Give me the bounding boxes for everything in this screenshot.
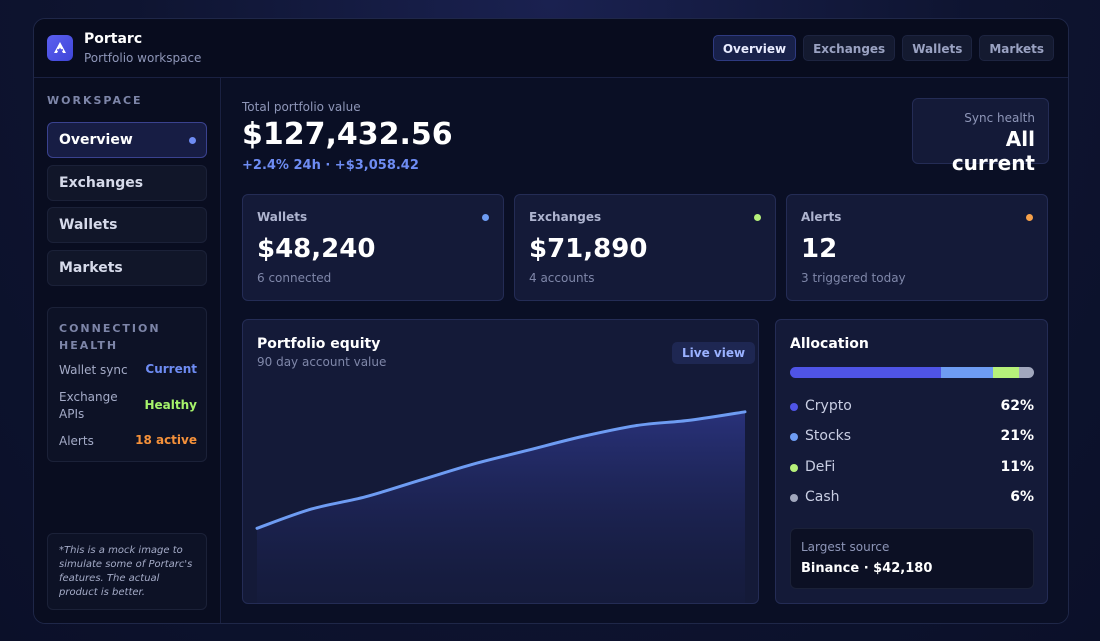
allocation-segment-stocks: [941, 367, 993, 378]
largest-source-value: Binance · $42,180: [801, 561, 933, 576]
tab-overview[interactable]: Overview: [712, 35, 797, 61]
allocation-percent: 11%: [1000, 459, 1034, 475]
allocation-row-crypto: Crypto 62%: [790, 397, 1034, 417]
app-window: Portarc Portfolio workspace Overview Exc…: [33, 18, 1069, 624]
sync-health-card: Sync health All current: [912, 98, 1049, 175]
legend-swatch: [790, 433, 798, 441]
total-value-change: +2.4% 24h · +$3,058.42: [242, 158, 419, 173]
allocation-row-defi: DeFi 11%: [790, 458, 1034, 478]
tab-markets[interactable]: Markets: [979, 35, 1054, 61]
status-dot: [754, 214, 761, 221]
sidebar-item-markets[interactable]: Markets: [47, 250, 207, 286]
connection-row-wallet-sync: Wallet sync Current: [59, 362, 197, 379]
portarc-logo-icon: [47, 35, 73, 61]
sidebar-item-exchanges[interactable]: Exchanges: [47, 165, 207, 201]
largest-source-card: Largest source Binance · $42,180: [790, 528, 1034, 589]
connection-row-value: Healthy: [144, 398, 198, 412]
sidebar-item-overview[interactable]: Overview: [47, 122, 207, 158]
sync-health-value: All current: [951, 127, 1035, 175]
allocation-bar: [790, 367, 1034, 378]
equity-line: [255, 410, 747, 530]
status-dot: [1026, 214, 1033, 221]
sync-health-label: Sync health: [964, 111, 1035, 125]
wallets-card[interactable]: Wallets $48,240 6 connected: [242, 194, 504, 301]
sidebar-item-label: Wallets: [59, 217, 118, 233]
connection-row-alerts: Alerts 18 active: [59, 433, 197, 450]
allocation-row-cash: Cash 6%: [790, 488, 1034, 508]
mock-disclaimer-note: *This is a mock image to simulate some o…: [47, 533, 207, 610]
connection-row-value: Current: [145, 362, 197, 376]
chart-title: Portfolio equity: [257, 336, 381, 352]
sidebar-item-wallets[interactable]: Wallets: [47, 207, 207, 243]
allocation-title: Allocation: [790, 336, 869, 352]
legend-swatch: [790, 464, 798, 472]
allocation-percent: 21%: [1000, 428, 1034, 444]
card-subtext: 6 connected: [257, 271, 332, 285]
status-dot: [482, 214, 489, 221]
connection-row-label: Wallet sync: [59, 363, 128, 377]
connection-row-label: Exchange APIs: [59, 390, 118, 421]
card-label: Exchanges: [529, 210, 602, 224]
live-view-badge[interactable]: Live view: [672, 342, 756, 364]
connection-health-panel: CONNECTION HEALTH Wallet sync Current Ex…: [47, 307, 207, 462]
allocation-panel: Allocation Crypto 62% Stocks 21% DeFi 11…: [775, 319, 1048, 604]
tab-wallets[interactable]: Wallets: [902, 35, 973, 61]
chart-subtitle: 90 day account value: [257, 355, 387, 369]
card-value: $48,240: [257, 234, 376, 264]
card-value: 12: [801, 234, 838, 264]
card-subtext: 3 triggered today: [801, 271, 906, 285]
active-indicator-dot: [189, 137, 196, 144]
brand-name: Portarc: [84, 31, 143, 47]
allocation-name: Cash: [805, 489, 840, 505]
main-content: Total portfolio value $127,432.56 +2.4% …: [222, 78, 1068, 623]
connection-row-label: Alerts: [59, 434, 94, 448]
allocation-segment-defi: [992, 367, 1020, 378]
largest-source-label: Largest source: [801, 540, 890, 554]
card-label: Wallets: [257, 210, 308, 224]
card-value: $71,890: [529, 234, 648, 264]
allocation-name: DeFi: [805, 459, 836, 475]
sidebar-item-label: Overview: [59, 132, 133, 148]
tab-exchanges[interactable]: Exchanges: [803, 35, 896, 61]
total-value: $127,432.56: [242, 117, 453, 152]
card-subtext: 4 accounts: [529, 271, 595, 285]
brand-subtitle: Portfolio workspace: [84, 51, 202, 65]
sidebar: WORKSPACE Overview Exchanges Wallets Mar…: [34, 78, 221, 623]
equity-chart: [255, 410, 747, 603]
connection-row-value: 18 active: [135, 433, 197, 447]
legend-swatch: [790, 494, 798, 502]
allocation-segment-cash: [1019, 367, 1034, 378]
allocation-row-stocks: Stocks 21%: [790, 427, 1034, 447]
portfolio-equity-panel: Portfolio equity 90 day account value Li…: [242, 319, 759, 604]
connection-row-exchange-apis: Exchange APIs Healthy: [59, 389, 197, 423]
exchanges-card[interactable]: Exchanges $71,890 4 accounts: [514, 194, 776, 301]
legend-swatch: [790, 403, 798, 411]
equity-area: [257, 411, 745, 603]
allocation-name: Stocks: [805, 428, 852, 444]
sidebar-item-label: Markets: [59, 260, 123, 276]
allocation-percent: 62%: [1000, 398, 1034, 414]
allocation-percent: 6%: [1010, 489, 1034, 505]
alerts-card[interactable]: Alerts 12 3 triggered today: [786, 194, 1048, 301]
allocation-segment-crypto: [790, 367, 942, 378]
sidebar-item-label: Exchanges: [59, 175, 144, 191]
total-value-label: Total portfolio value: [242, 100, 361, 114]
sidebar-heading: WORKSPACE: [47, 94, 143, 107]
allocation-name: Crypto: [805, 398, 852, 414]
top-nav: Overview Exchanges Wallets Markets: [712, 35, 1054, 61]
card-label: Alerts: [801, 210, 842, 224]
top-bar: Portarc Portfolio workspace Overview Exc…: [34, 19, 1068, 78]
connection-health-title: CONNECTION HEALTH: [59, 322, 161, 352]
